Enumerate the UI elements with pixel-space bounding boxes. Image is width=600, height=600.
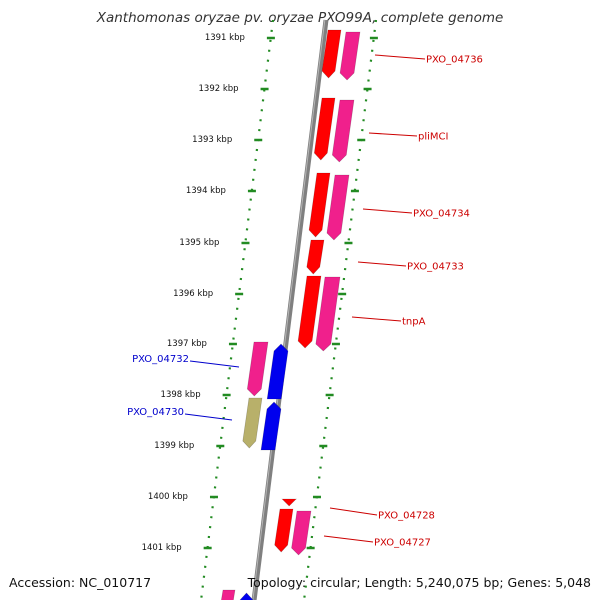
gene-arrow-pink [291,510,312,556]
gene-leader-line [374,54,426,60]
genome-backbone [251,19,329,600]
gene-arrow-blue [239,592,254,600]
kbp-label: 1395 kbp [179,238,219,248]
gene-leader-line [351,316,402,322]
gene-leader-line [329,507,378,516]
gene-arrow-red [274,508,294,553]
gene-arrow-red [308,172,331,238]
left-tick-track [199,19,275,600]
gene-arrow-blue [266,343,289,400]
accession-label: Accession: NC_010717 [9,575,152,590]
gene-arrow-pink [221,589,236,600]
kbp-label: 1401 kbp [142,543,182,553]
gene-arrow-pink [315,276,341,352]
gene-arrow-red [297,275,322,349]
kbp-label: 1396 kbp [173,289,213,299]
gene-leader-line [184,413,233,421]
kbp-label: 1399 kbp [154,441,194,451]
genome-backbone-highlight [252,19,326,600]
gene-arrow-pink [326,174,350,241]
kbp-label: 1398 kbp [161,390,201,400]
kbp-label: 1394 kbp [186,186,226,196]
gene-label: PXO_04728 [378,511,435,522]
gene-label: PXO_04733 [407,262,464,273]
gene-arrow-red [321,29,342,79]
gene-leader-line [189,360,240,368]
kbp-label: 1397 kbp [167,339,207,349]
gene-label: PXO_04736 [426,55,483,66]
kbp-label: 1391 kbp [205,33,245,43]
gene-label: PXO_04730 [127,407,184,418]
kbp-label: 1393 kbp [192,135,232,145]
kbp-label: 1392 kbp [199,84,239,94]
gene-leader-line [357,261,407,267]
gene-arrow-red [306,239,325,275]
gene-arrow-pink [339,31,361,81]
gene-leader-line [368,132,418,137]
map-title: Xanthomonas oryzae pv. oryzae PXO99A, co… [96,10,504,26]
gene-arrow-blue [260,401,282,451]
kbp-label: 1400 kbp [148,492,188,502]
gene-arrow-pink [246,341,269,397]
gene-arrow-pink [331,99,355,163]
gene-arrow-olive [242,397,263,449]
gene-arrow-red [313,97,336,161]
gene-leader-line [323,535,374,543]
gene-label: pliMCI [418,132,448,143]
gene-label: PXO_04727 [374,538,431,549]
gene-leader-line [362,208,413,214]
gene-arrow-red-small [281,498,297,507]
gene-label: PXO_04734 [413,209,470,220]
gene-label: tnpA [402,317,426,328]
gene-label: PXO_04732 [132,354,189,365]
topology-label: Topology: circular; Length: 5,240,075 bp… [247,575,591,590]
